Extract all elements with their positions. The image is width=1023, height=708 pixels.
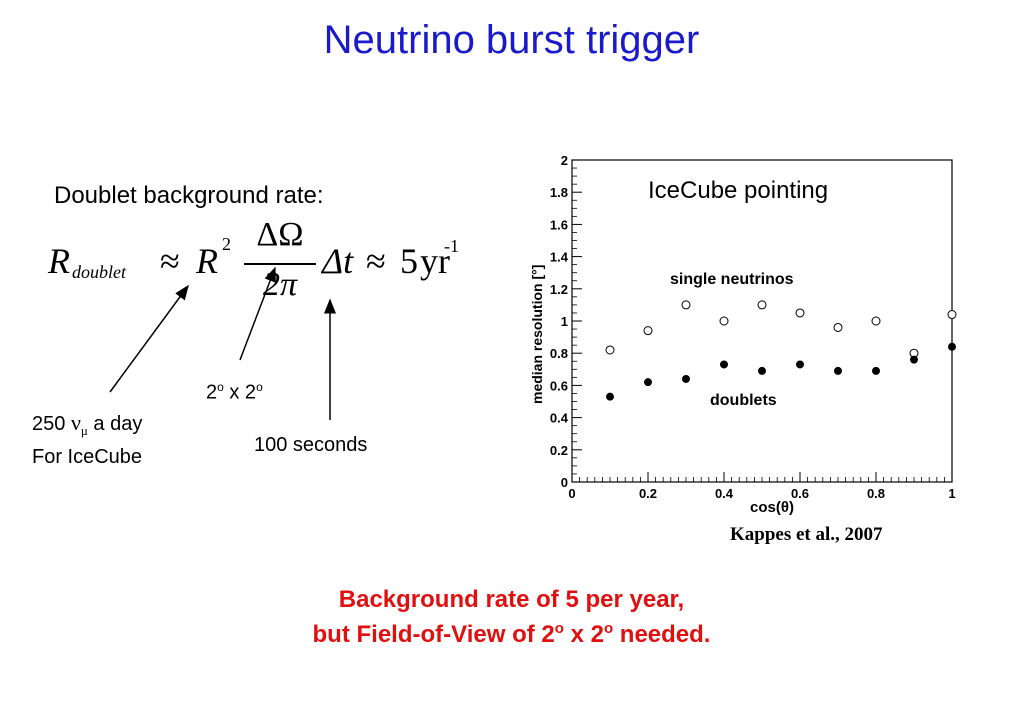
single-neutrino-point	[605, 345, 615, 355]
single-neutrino-point	[947, 310, 957, 320]
y-tick-label: 0.4	[550, 411, 569, 426]
doublet-point	[682, 374, 690, 383]
citation: Kappes et al., 2007	[730, 524, 883, 545]
neutrino-rate-annotation: 250 νμ a day For IceCube	[32, 410, 142, 470]
x-tick-label: 0.2	[639, 486, 657, 501]
nu-symbol: ν	[70, 410, 81, 435]
formula-R: R	[48, 241, 70, 281]
conclusion-line-1: Background rate of 5 per year,	[338, 586, 685, 613]
formula-R2: R	[196, 241, 218, 281]
doublet-point	[644, 378, 652, 387]
y-tick-label: 1	[561, 314, 568, 329]
y-tick-label: 1.4	[550, 250, 569, 265]
formula-yr: yr	[420, 241, 450, 281]
formula-dt: Δt	[322, 241, 354, 281]
y-tick-label: 2	[561, 153, 568, 168]
y-tick-label: 1.8	[550, 185, 568, 200]
x-tick-label: 0	[568, 486, 575, 501]
formula-fraction-bar	[244, 263, 316, 265]
y-tick-label: 1.6	[550, 217, 568, 232]
doublet-point	[872, 366, 880, 375]
y-tick-label: 1.2	[550, 282, 568, 297]
single-neutrino-point	[795, 308, 805, 318]
single-neutrino-point	[757, 300, 767, 310]
rate-formula: R doublet ≈ R 2 ΔΩ 2π Δt ≈ 5 yr -1	[48, 216, 478, 312]
y-axis-label: median resolution [°]	[529, 265, 545, 404]
nu-subscript: μ	[80, 423, 88, 438]
doublet-point	[834, 366, 842, 375]
formula-R2-exponent: 2	[222, 234, 231, 254]
pointing-chart: 0 0.2 0.4 0.6 0.8 1 0 0.2 0.4 0.6 0.8 1 1.2 1.4 1.6 1.8…	[529, 153, 957, 516]
x-tick-label: 0.8	[867, 486, 885, 501]
time-window-annotation: 100 seconds	[254, 434, 368, 456]
doublet-heading: Doublet background rate:	[54, 182, 324, 209]
chart-points	[605, 300, 957, 401]
formula-approx-1: ≈	[160, 241, 180, 281]
plot-frame	[571, 159, 953, 483]
arrow-to-R	[109, 284, 189, 393]
single-neutrino-point	[833, 322, 843, 332]
doublet-point	[948, 342, 956, 351]
doublet-point	[758, 366, 766, 375]
doublet-point	[606, 392, 614, 401]
single-neutrino-point	[681, 300, 691, 310]
chart-title: IceCube pointing	[648, 177, 828, 204]
neutrino-rate-line-1: 250 νμ a day	[32, 410, 143, 438]
x-tick-label: 1	[948, 486, 955, 501]
neutrino-rate-line-2: For IceCube	[32, 446, 143, 468]
formula-approx-2: ≈	[366, 241, 386, 281]
y-tick-label: 0.2	[550, 443, 568, 458]
x-axis-label: cos(θ)	[750, 499, 794, 516]
single-neutrino-point	[719, 316, 729, 326]
field-of-view-annotation: 2o x 2o	[206, 380, 263, 404]
chart-ticks: 0 0.2 0.4 0.6 0.8 1 0 0.2 0.4 0.6 0.8 1 1.2 1.4 1.6 1.8…	[550, 153, 956, 501]
series-label-doublets: doublets	[710, 392, 777, 409]
x-tick-label: 0.6	[791, 486, 809, 501]
doublet-point	[910, 355, 918, 364]
formula-numerator: ΔΩ	[256, 216, 304, 253]
x-tick-label: 0.4	[715, 486, 734, 501]
formula-yr-exponent: -1	[444, 236, 459, 256]
doublet-point	[796, 360, 804, 369]
series-label-single: single neutrinos	[670, 271, 794, 288]
y-tick-label: 0	[561, 475, 568, 490]
formula-R-subscript: doublet	[72, 262, 126, 282]
arrow-to-omega	[239, 266, 276, 361]
slide-title: Neutrino burst trigger	[323, 18, 700, 62]
doublet-point	[720, 360, 728, 369]
y-tick-label: 0.6	[550, 378, 568, 393]
single-neutrino-point	[871, 316, 881, 326]
conclusion-line-2: but Field-of-View of 2o x 2o needed.	[312, 620, 711, 648]
y-tick-label: 0.8	[550, 346, 568, 361]
formula-five: 5	[400, 241, 418, 281]
single-neutrino-point	[643, 326, 653, 336]
